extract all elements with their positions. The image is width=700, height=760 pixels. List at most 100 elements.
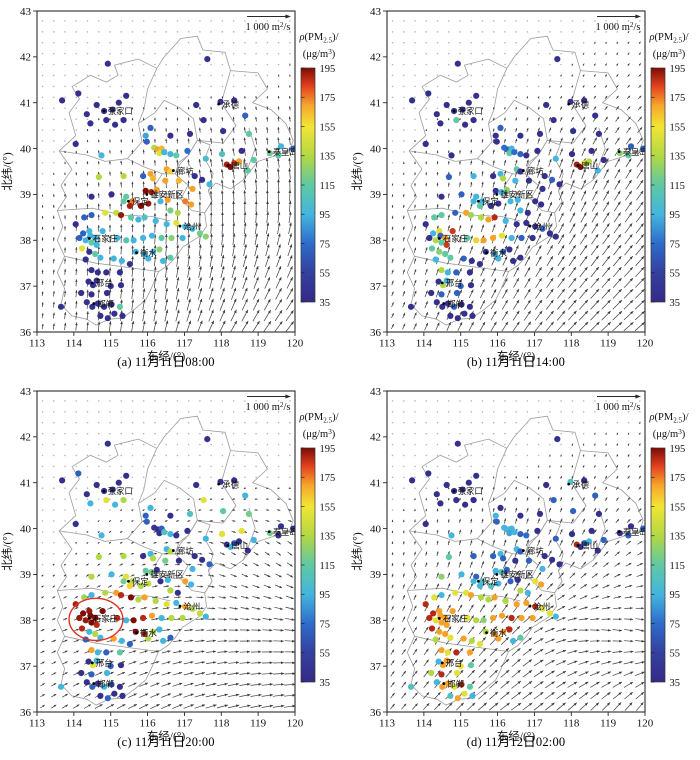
wind-arrow-head [583,201,587,205]
calm-dot [41,96,44,99]
station-point [480,237,487,244]
wind-arrow-head [596,628,600,632]
wind-arrow-head [402,161,405,164]
wind-arrow-head [470,540,473,543]
wind-arrow-head [560,158,563,162]
wind-arrow-head [165,520,168,522]
wind-arrow-head [551,670,555,674]
plot-frame [36,10,296,333]
wind-arrow-head [437,692,441,696]
wind-arrow-head [266,85,269,88]
wind-arrow-head [538,223,541,227]
calm-dot [176,20,179,22]
wind-arrow-head [425,312,428,315]
wind-arrow-head [232,244,236,248]
calm-dot [492,96,495,99]
wind-arrow-head [504,224,507,228]
wind-arrow-head [449,702,453,706]
wind-arrow-head [527,267,531,271]
calm-dot [470,20,473,22]
station-point [473,92,480,99]
wind-arrow-head [560,539,563,543]
calm-dot [64,454,66,457]
calm-dot [447,74,450,77]
wind-arrow-head [187,117,190,120]
calm-dot [154,476,156,479]
wind-arrow-head [244,106,246,109]
station-point [82,237,89,244]
wind-arrow-head [505,637,509,641]
wind-arrow-head [414,692,418,696]
wind-arrow-head [176,159,179,163]
wind-arrow-head [232,190,235,194]
wind-arrow-head [517,681,521,684]
wind-arrow-head [291,618,295,621]
calm-dot [142,465,145,468]
wind-arrow-head [551,660,555,663]
calm-dot [232,454,235,457]
calm-dot [605,20,607,22]
wind-arrow-head [628,541,631,544]
calm-dot [75,63,78,66]
wind-arrow-head [414,204,416,207]
calm-dot [425,85,428,88]
wind-arrow-head [210,276,214,281]
wind-arrow-head [459,214,462,217]
panel-background [0,0,350,380]
wind-arrow-head [210,287,214,292]
wind-arrow-head [64,247,67,250]
wind-arrow-head [470,128,472,131]
wind-arrow-head [414,605,417,609]
calm-dot [289,465,291,468]
wind-arrow-head [198,169,201,173]
calm-dot [176,421,179,424]
wind-arrow-head [63,553,66,555]
wind-arrow-head [562,321,566,325]
wind-arrow-head [120,203,123,206]
wind-arrow-head [426,648,429,652]
wind-arrow-head [75,161,78,164]
calm-dot [109,20,111,22]
wind-arrow-head [629,692,633,696]
calm-dot [526,85,529,88]
wind-arrow-head [213,682,217,686]
wind-arrow-head [560,169,563,173]
wind-arrow-head [608,639,611,643]
wind-arrow-head [189,617,193,621]
calm-dot [414,107,416,110]
wind-arrow-head [187,127,190,131]
wind-arrow-head [156,672,160,675]
wind-arrow-head [585,321,589,326]
wind-arrow-head [64,639,68,642]
wind-arrow-head [199,530,202,533]
wind-arrow-head [143,563,146,566]
wind-arrow-head [278,553,281,556]
x-axis-title: 东经/(°) [147,730,186,743]
wind-arrow-head [549,169,552,173]
region-outline [56,415,294,706]
wind-arrow-head [201,617,204,621]
wind-arrow-head [528,321,531,325]
calm-dot [391,172,394,175]
y-tick-label: 39 [20,569,32,581]
wind-arrow-head [76,629,79,631]
wind-arrow-head [75,172,78,175]
station-point [493,138,500,145]
wind-arrow-head [199,520,202,522]
wind-arrow-head [605,116,608,120]
wind-arrow-head [628,116,631,120]
wind-arrow-head [232,168,235,172]
wind-arrow-head [213,704,217,708]
station-point [485,216,492,223]
wind-arrow-head [593,85,596,88]
wind-arrow-head [595,223,599,227]
wind-arrow-head [571,74,573,77]
wind-arrow-head [436,583,439,587]
wind-arrow-head [562,671,566,674]
wind-arrow-head [492,107,495,110]
wind-arrow-head [235,618,239,621]
station-point [113,589,120,596]
station-point [204,436,211,443]
wind-arrow-head [267,266,270,270]
wind-arrow-head [188,520,191,522]
